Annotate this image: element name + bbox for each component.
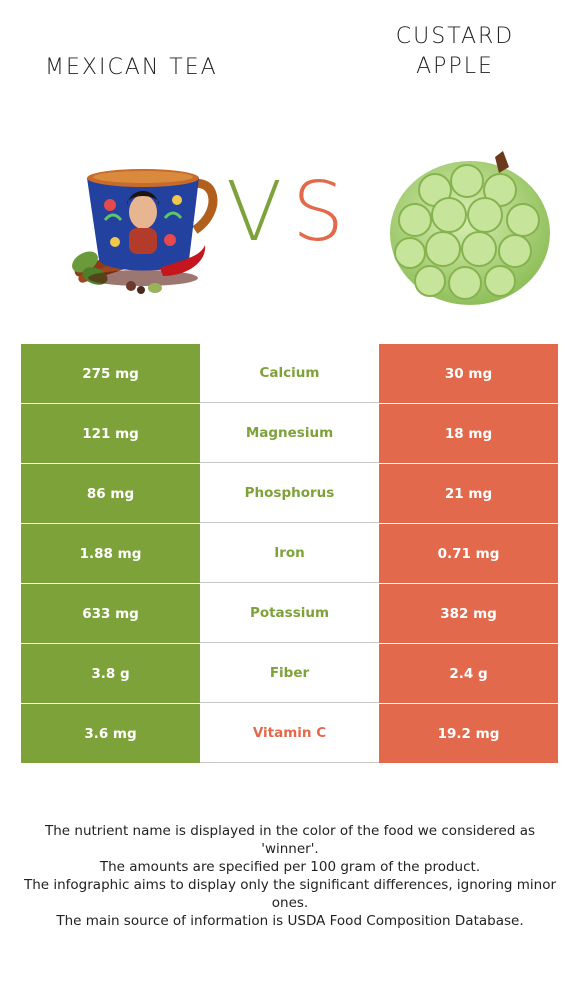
- nutrient-name: Calcium: [200, 344, 379, 403]
- footnote-winner: The nutrient name is displayed in the co…: [44, 823, 536, 857]
- right-value: 382 mg: [379, 584, 558, 643]
- left-value: 3.6 mg: [21, 704, 200, 763]
- footnote-source: The main source of information is USDA F…: [56, 913, 524, 929]
- custard-apple-image: [390, 151, 550, 305]
- nutrient-name: Iron: [200, 524, 379, 583]
- nutrient-name: Magnesium: [200, 404, 379, 463]
- table-row: 3.8 g Fiber 2.4 g: [21, 644, 558, 703]
- right-value: 19.2 mg: [379, 704, 558, 763]
- right-value: 18 mg: [379, 404, 558, 463]
- vs-v-letter: V: [226, 165, 283, 260]
- mexican-tea-image: [72, 169, 218, 294]
- nutrient-name: Potassium: [200, 584, 379, 643]
- vs-label: V S: [226, 168, 350, 258]
- table-row: 275 mg Calcium 30 mg: [21, 344, 558, 403]
- footnotes: The nutrient name is displayed in the co…: [20, 822, 560, 930]
- right-value: 30 mg: [379, 344, 558, 403]
- left-value: 633 mg: [21, 584, 200, 643]
- left-value: 1.88 mg: [21, 524, 200, 583]
- footnote-aim: The infographic aims to display only the…: [23, 877, 557, 911]
- nutrient-comparison-table: 275 mg Calcium 30 mg 121 mg Magnesium 18 mg 86…: [21, 344, 558, 764]
- left-value: 121 mg: [21, 404, 200, 463]
- nutrient-name: Phosphorus: [200, 464, 379, 523]
- footnote-amounts: The amounts are specified per 100 gram o…: [99, 859, 481, 875]
- table-row: 3.6 mg Vitamin C 19.2 mg: [21, 704, 558, 763]
- left-food-title: MEXICAN TEA: [45, 55, 218, 80]
- right-value: 0.71 mg: [379, 524, 558, 583]
- nutrient-name: Fiber: [200, 644, 379, 703]
- table-row: 86 mg Phosphorus 21 mg: [21, 464, 558, 523]
- table-row: 1.88 mg Iron 0.71 mg: [21, 524, 558, 583]
- vs-s-letter: S: [292, 165, 345, 260]
- nutrient-name: Vitamin C: [200, 704, 379, 763]
- table-row: 633 mg Potassium 382 mg: [21, 584, 558, 643]
- right-food-title: CUSTARD APPLE: [395, 24, 515, 79]
- left-value: 3.8 g: [21, 644, 200, 703]
- left-value: 275 mg: [21, 344, 200, 403]
- table-row: 121 mg Magnesium 18 mg: [21, 404, 558, 463]
- right-value: 21 mg: [379, 464, 558, 523]
- left-value: 86 mg: [21, 464, 200, 523]
- right-value: 2.4 g: [379, 644, 558, 703]
